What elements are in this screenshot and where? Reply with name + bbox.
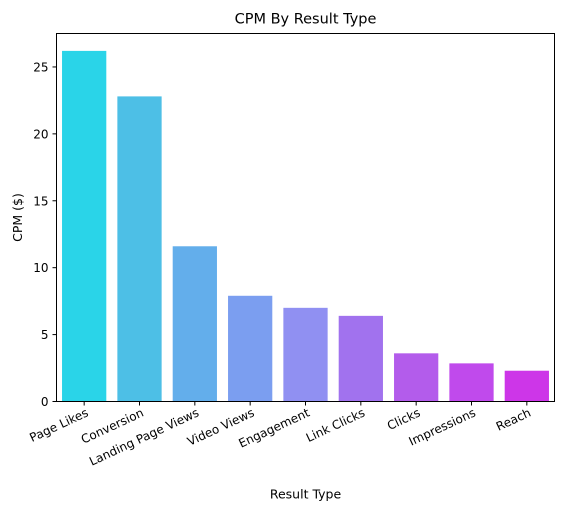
y-tick-label: 25 [33,60,48,74]
bars-group [62,50,549,402]
y-tick-label: 5 [41,328,49,342]
y-axis: 0 5 10 15 20 25 [33,60,57,409]
plot-frame [56,33,555,402]
bar-landing-page-views [172,246,217,402]
bar-page-likes [62,50,107,402]
bar-conversion [117,96,162,402]
x-axis-title: Result Type [270,487,342,502]
bar-engagement [283,307,328,402]
y-axis-title: CPM ($) [10,193,25,242]
bar-reach [504,370,549,402]
chart-title: CPM By Result Type [235,12,377,28]
y-tick-label: 20 [33,127,48,141]
y-tick-label: 15 [33,194,48,208]
y-tick-label: 0 [41,395,49,409]
bar-link-clicks [338,315,383,402]
x-tick-label: Clicks [385,406,423,433]
x-tick-label: Reach [494,406,533,434]
y-tick-label: 10 [33,261,48,275]
bar-clicks [394,353,439,402]
bar-video-views [228,295,273,402]
x-tick-label: Link Clicks [304,406,367,445]
bar-impressions [449,363,494,402]
